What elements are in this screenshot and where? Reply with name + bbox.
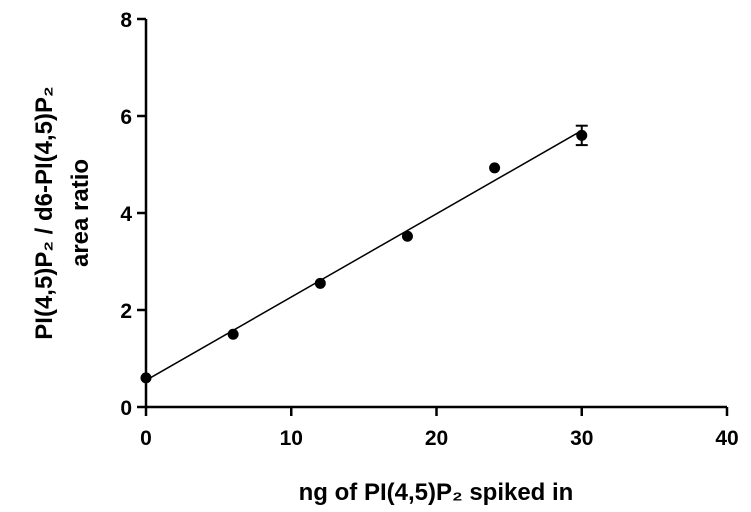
- y-axis-label: area ratio: [67, 159, 94, 267]
- x-tick-label: 40: [715, 427, 738, 450]
- x-axis-label: ng of PI(4,5)P₂ spiked in: [299, 479, 574, 506]
- x-tick-label: 10: [280, 427, 303, 450]
- y-tick-label: 2: [120, 300, 132, 323]
- y-tick-label: 8: [120, 9, 132, 32]
- fit-line: [145, 129, 583, 381]
- point: [227, 328, 239, 340]
- point: [314, 277, 326, 289]
- point: [140, 372, 152, 384]
- x-tick-label: 30: [570, 427, 593, 450]
- y-tick-label: 4: [120, 203, 132, 226]
- x-tick-label: 0: [140, 427, 152, 450]
- point: [401, 230, 413, 242]
- y-tick-label: 0: [120, 397, 132, 420]
- point: [576, 129, 588, 141]
- y-axis-label: PI(4,5)P₂ / d6-PI(4,5)P₂: [31, 86, 58, 339]
- x-tick-label: 20: [425, 427, 448, 450]
- y-tick-label: 6: [120, 106, 132, 129]
- point: [489, 162, 501, 174]
